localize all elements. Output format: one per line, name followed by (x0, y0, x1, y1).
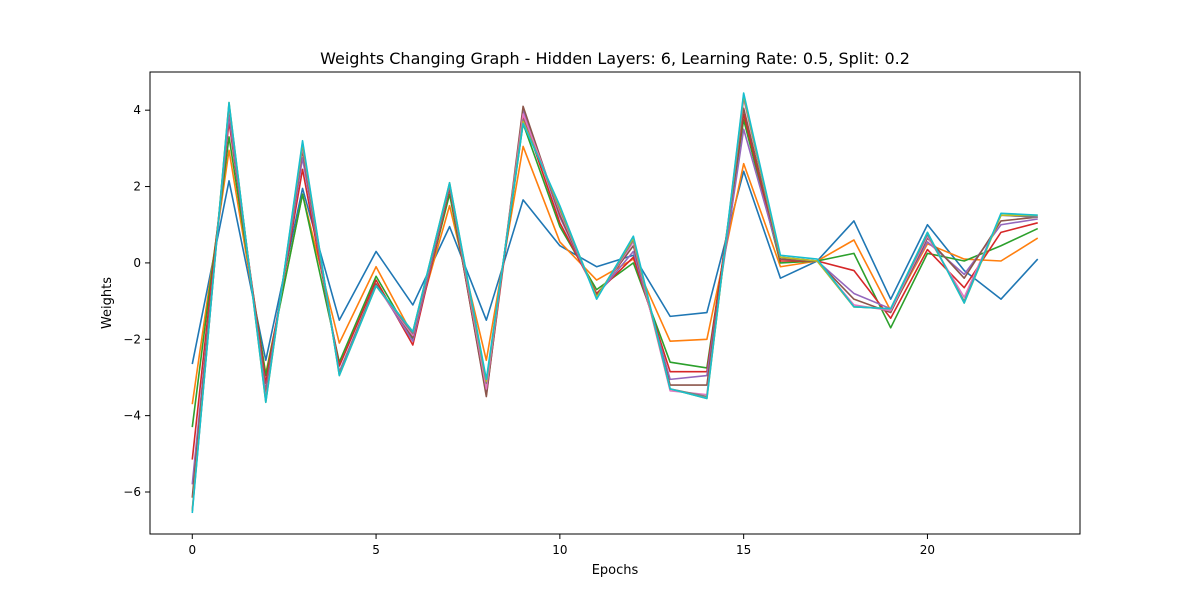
y-axis-label: Weights (100, 277, 115, 329)
series-line-7 (191, 97, 1038, 510)
x-tick-label: 20 (920, 543, 935, 557)
series-line-5 (191, 109, 1038, 485)
y-tick-label: −6 (123, 485, 141, 499)
series-line-10 (191, 92, 1038, 514)
y-tick-label: 0 (133, 256, 141, 270)
x-tick-label: 5 (372, 543, 380, 557)
series-line-9 (191, 94, 1038, 512)
series-line-8 (191, 96, 1038, 512)
series-line-1 (191, 170, 1039, 365)
x-tick-label: 0 (188, 543, 196, 557)
x-axis-ticks: 0 5 10 15 20 (188, 534, 935, 557)
series-group (191, 92, 1039, 514)
x-tick-label: 15 (736, 543, 751, 557)
x-axis-label: Epochs (592, 563, 639, 578)
series-line-6 (191, 105, 1038, 498)
x-tick-label: 10 (552, 543, 567, 557)
y-tick-label: −4 (123, 409, 141, 423)
y-tick-label: −2 (123, 332, 141, 346)
plot-area-frame (149, 71, 1081, 535)
y-tick-label: 2 (133, 180, 141, 194)
y-tick-label: 4 (133, 103, 141, 117)
y-axis-ticks: −6 −4 −2 0 2 4 (123, 103, 150, 499)
chart-title: Weights Changing Graph - Hidden Layers: … (320, 49, 910, 68)
